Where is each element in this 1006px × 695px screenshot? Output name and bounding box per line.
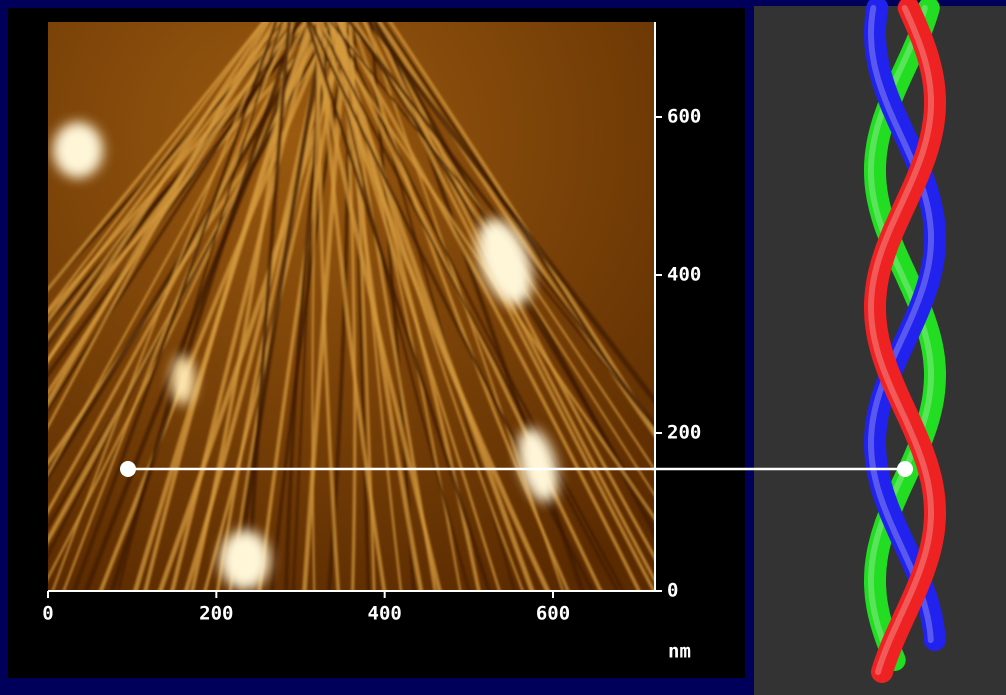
x-tick-label: 0 [42,603,53,625]
x-tick-label: 600 [536,603,570,625]
y-tick-label: 600 [667,106,701,128]
connector-dot [120,461,136,477]
y-tick-label: 200 [667,422,701,444]
unit-label: nm [668,641,691,663]
y-tick-label: 0 [667,580,678,602]
figure: 0 200 400 600 0 200 400 600 nm [0,0,1006,695]
connector-dot [897,461,913,477]
x-tick-label: 200 [199,603,233,625]
y-tick-label: 400 [667,264,701,286]
x-tick-label: 400 [368,603,402,625]
